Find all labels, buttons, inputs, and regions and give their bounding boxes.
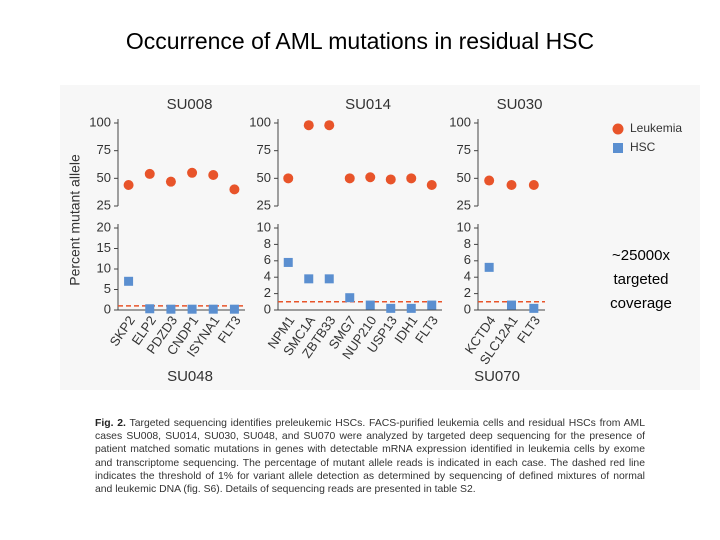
point: [365, 300, 375, 310]
point: [166, 304, 176, 314]
y-tick-label: 25: [457, 197, 471, 212]
y-tick-label: 8: [464, 236, 471, 251]
y-tick-label: 2: [264, 285, 271, 300]
y-tick-label: 2: [464, 285, 471, 300]
point: [344, 173, 355, 184]
point: [165, 176, 176, 187]
y-tick-label: 0: [464, 301, 471, 316]
point: [406, 173, 417, 184]
point: [484, 262, 494, 272]
y-tick-label: 25: [257, 197, 271, 212]
y-tick-label: 50: [97, 170, 111, 185]
y-tick-label: 50: [257, 170, 271, 185]
slide-title: Occurrence of AML mutations in residual …: [126, 28, 594, 54]
point: [304, 274, 314, 284]
annotation: targeted: [613, 271, 668, 288]
point: [528, 179, 539, 190]
panel-title: SU048: [167, 368, 213, 385]
point: [386, 303, 396, 313]
y-tick-label: 15: [97, 240, 111, 255]
point: [529, 303, 539, 313]
point: [124, 276, 134, 286]
point: [365, 172, 376, 183]
point: [229, 304, 239, 314]
point: [145, 304, 155, 314]
annotation: coverage: [610, 295, 672, 312]
panel-title: SU014: [345, 96, 391, 113]
figure-background: [60, 85, 700, 390]
point: [324, 274, 334, 284]
point: [283, 257, 293, 267]
point: [426, 179, 437, 190]
y-tick-label: 0: [104, 301, 111, 316]
point: [345, 293, 355, 303]
legend-label: Leukemia: [630, 121, 682, 135]
y-tick-label: 0: [264, 301, 271, 316]
point: [406, 303, 416, 313]
y-tick-label: 50: [457, 170, 471, 185]
y-tick-label: 20: [97, 219, 111, 234]
y-tick-label: 10: [457, 219, 471, 234]
y-tick-label: 10: [257, 219, 271, 234]
point: [507, 300, 516, 310]
y-tick-label: 6: [264, 252, 271, 267]
y-tick-label: 8: [264, 236, 271, 251]
point: [123, 179, 134, 190]
panel-title: SU070: [474, 368, 520, 385]
point: [303, 120, 314, 131]
point: [385, 174, 396, 185]
y-tick-label: 75: [257, 142, 271, 157]
point: [208, 170, 219, 181]
point: [187, 304, 197, 314]
point: [187, 167, 198, 178]
point: [283, 173, 294, 184]
y-tick-label: 100: [89, 114, 111, 129]
y-tick-label: 4: [264, 269, 271, 284]
y-tick-label: 100: [249, 114, 271, 129]
point: [208, 304, 218, 314]
point: [144, 168, 155, 179]
point: [484, 175, 495, 186]
y-tick-label: 5: [104, 281, 111, 296]
legend-label: HSC: [630, 140, 656, 154]
panel-title: SU008: [167, 96, 213, 113]
point: [506, 179, 517, 190]
y-tick-label: 4: [464, 269, 471, 284]
annotation: ~25000x: [612, 247, 670, 264]
y-tick-label: 100: [449, 114, 471, 129]
y-axis-label: Percent mutant allele: [67, 154, 83, 286]
y-tick-label: 75: [457, 142, 471, 157]
y-tick-label: 6: [464, 252, 471, 267]
point: [324, 120, 335, 131]
caption: Fig. 2. Targeted sequencing identifies p…: [95, 417, 645, 496]
caption-label: Fig. 2.: [95, 418, 126, 429]
y-tick-label: 75: [97, 142, 111, 157]
point: [427, 300, 437, 310]
caption-text: Targeted sequencing identifies preleukem…: [95, 418, 645, 496]
legend-swatch: [613, 143, 623, 153]
legend-swatch: [612, 123, 624, 135]
y-tick-label: 25: [97, 197, 111, 212]
point: [229, 184, 240, 195]
y-tick-label: 10: [97, 260, 111, 275]
panel-title: SU030: [497, 96, 543, 113]
